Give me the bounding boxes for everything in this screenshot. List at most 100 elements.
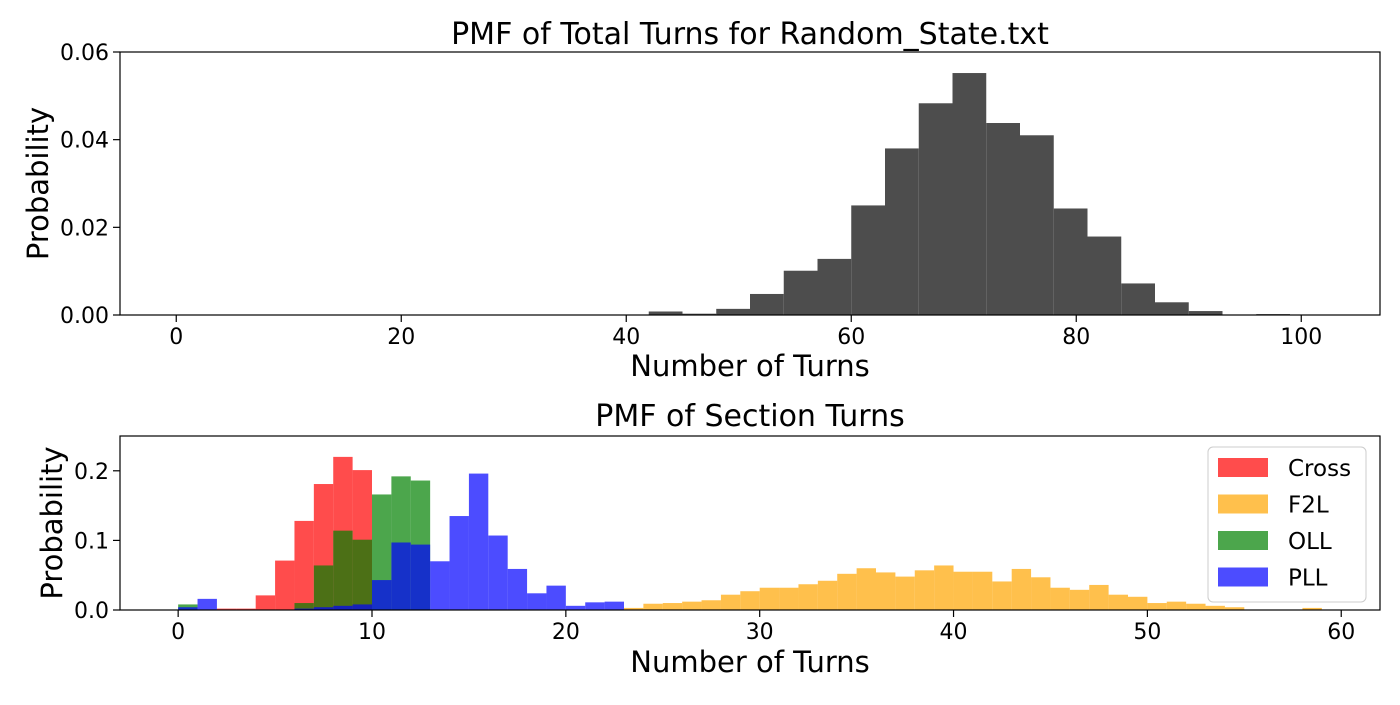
bar [1147,603,1167,610]
y-tick-label: 0.06 [60,41,109,66]
bar [1069,589,1090,610]
x-tick-label: 30 [746,620,774,645]
bar [1031,577,1051,610]
legend-swatch-pll [1218,567,1268,587]
bar [895,576,915,610]
bar [953,571,973,610]
bar [682,313,717,315]
y-axis-label: Probability [35,446,69,599]
legend-swatch-oll [1218,531,1268,550]
bar [1188,311,1223,315]
bar [851,205,885,315]
bar [1121,283,1155,315]
bar [565,605,586,610]
bar [885,148,919,315]
bar [527,593,547,610]
series-f2l [624,565,1322,610]
bar [488,535,508,610]
bar [313,607,334,610]
x-tick-label: 40 [612,325,640,350]
bar [294,520,314,610]
bar [507,568,528,610]
y-tick-label: 0.1 [74,529,109,554]
bar [585,602,605,610]
bar [294,603,314,610]
bar [410,544,431,610]
x-tick-label: 40 [940,620,968,645]
bar [178,607,198,610]
x-tick-label: 60 [837,325,865,350]
bar [701,600,721,610]
bar [604,601,624,610]
bar [352,604,372,610]
bar [648,311,683,315]
y-tick-label: 0.02 [60,216,109,241]
bar [972,571,993,610]
bar [992,581,1012,610]
bar [682,601,702,610]
bar [1020,135,1054,315]
bar [934,565,954,610]
y-tick-label: 0.00 [60,304,109,329]
bar [986,123,1020,315]
bar [914,570,935,610]
bar [856,568,876,610]
bar [643,603,663,610]
bar [1089,584,1109,610]
bar [333,605,353,610]
legend: Cross F2L OLL PLL [1207,446,1367,603]
legend-label-oll: OLL [1288,529,1332,555]
bar [1128,596,1148,610]
bar [1011,568,1032,610]
bar [1053,208,1088,315]
bar [716,308,750,315]
bar [449,516,469,610]
x-tick-label: 0 [169,325,183,350]
bar [1186,603,1206,610]
bar [1205,605,1225,610]
bar [372,580,392,610]
x-tick-label: 50 [1133,620,1161,645]
bar [662,603,683,610]
series-pll [178,473,624,610]
bar [294,608,314,610]
bar [779,587,799,610]
axes-frame [119,435,1381,611]
bar [740,591,760,610]
bar [798,584,818,610]
x-tick-label: 60 [1327,620,1355,645]
legend-swatch-f2l [1218,494,1268,514]
bar [546,585,566,610]
bar [178,604,198,610]
bar [750,293,784,315]
x-tick-label: 80 [1062,325,1090,350]
bar [352,539,372,610]
bar [216,608,237,610]
x-tick-label: 20 [387,325,415,350]
x-tick-label: 0 [171,620,185,645]
x-axis-label: Number of Turns [630,645,869,679]
bar [837,573,857,610]
bar [759,587,780,610]
legend-label-pll: PLL [1288,566,1328,592]
bar [313,565,334,610]
x-tick-label: 100 [1280,325,1322,350]
axes-frame [119,51,1381,316]
chart-title: PMF of Section Turns [595,399,904,434]
bar [197,598,217,610]
y-tick-label: 0.04 [60,129,109,154]
bar [391,542,411,610]
bar [720,594,741,610]
bar [468,473,489,610]
bar [1224,607,1245,610]
bar [430,561,450,610]
bar [1050,587,1070,610]
x-tick-label: 10 [358,620,386,645]
series-total [648,73,1290,315]
y-tick-label: 0.2 [74,460,109,485]
bar [817,580,838,610]
subplot-2: 0 10 20 30 40 50 60 0.0 0.1 0.2 PMF of Section Tur… [35,399,1381,679]
bar [1087,236,1122,315]
